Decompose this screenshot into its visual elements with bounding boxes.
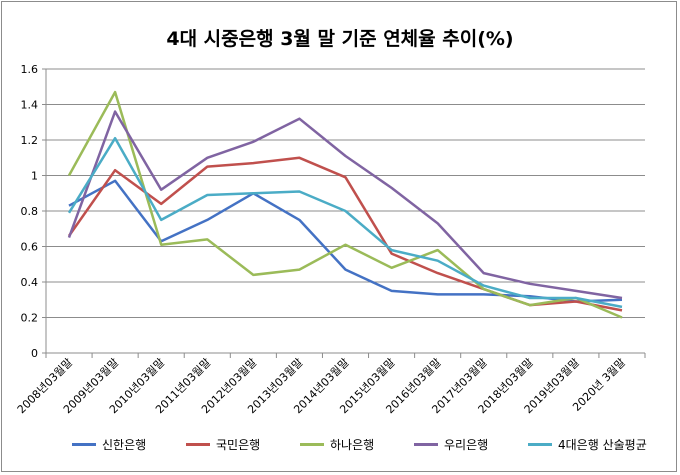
chart-title: 4대 시중은행 3월 말 기준 연체율 추이(%) bbox=[166, 28, 514, 50]
legend-swatch bbox=[528, 443, 552, 446]
legend-swatch bbox=[300, 443, 324, 446]
y-tick-label: 0.8 bbox=[21, 205, 39, 218]
y-tick-label: 1.2 bbox=[21, 134, 39, 147]
y-tick-label: 0.4 bbox=[21, 276, 39, 289]
legend-swatch bbox=[414, 443, 438, 446]
legend-swatch bbox=[186, 443, 210, 446]
series-line bbox=[67, 136, 623, 309]
legend: 신한은행 국민은행 하나은행 우리은행 4대은행 산술평균 bbox=[0, 436, 680, 456]
legend-item: 신한은행 bbox=[72, 436, 146, 453]
y-tick-label: 0 bbox=[31, 347, 38, 360]
y-tick-label: 1.6 bbox=[21, 63, 39, 76]
gridlines bbox=[46, 68, 645, 318]
y-tick-label: 1.4 bbox=[21, 99, 39, 112]
y-tick-label: 0.2 bbox=[21, 312, 39, 325]
series-line bbox=[67, 110, 623, 300]
axes: 00.20.40.60.811.21.41.62008년03월말2009년03월… bbox=[15, 63, 646, 416]
legend-label: 4대은행 산술평균 bbox=[558, 438, 647, 452]
series-lines bbox=[67, 90, 623, 319]
legend-item: 우리은행 bbox=[414, 436, 488, 453]
y-tick-label: 1 bbox=[31, 170, 38, 183]
legend-label: 신한은행 bbox=[102, 438, 147, 452]
legend-label: 국민은행 bbox=[216, 438, 261, 452]
legend-item: 4대은행 산술평균 bbox=[528, 436, 647, 453]
legend-swatch bbox=[72, 443, 96, 446]
series-line bbox=[67, 90, 623, 319]
legend-label: 우리은행 bbox=[444, 438, 489, 452]
series-line bbox=[68, 179, 623, 303]
legend-item: 하나은행 bbox=[300, 436, 374, 453]
series-line bbox=[67, 156, 623, 312]
y-tick-label: 0.6 bbox=[21, 241, 39, 254]
legend-item: 국민은행 bbox=[186, 436, 260, 453]
legend-label: 하나은행 bbox=[330, 438, 375, 452]
